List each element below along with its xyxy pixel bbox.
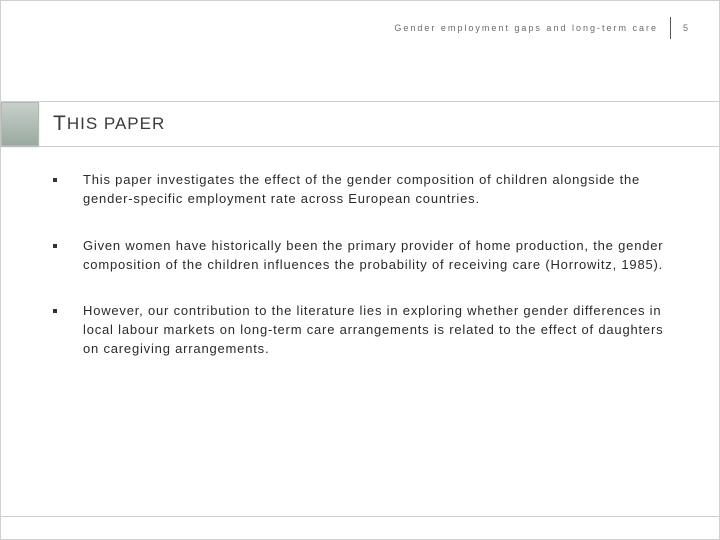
bullet-icon bbox=[53, 309, 57, 313]
slide-header: Gender employment gaps and long-term car… bbox=[394, 17, 689, 39]
slide-container: Gender employment gaps and long-term car… bbox=[0, 0, 720, 540]
footer-divider bbox=[1, 516, 719, 517]
section-title-rest: HIS PAPER bbox=[67, 114, 165, 134]
section-accent-block bbox=[1, 102, 39, 146]
bullet-list: This paper investigates the effect of th… bbox=[53, 171, 669, 387]
bullet-text: This paper investigates the effect of th… bbox=[83, 171, 669, 209]
bullet-text: However, our contribution to the literat… bbox=[83, 302, 669, 359]
list-item: This paper investigates the effect of th… bbox=[53, 171, 669, 209]
running-title: Gender employment gaps and long-term car… bbox=[394, 23, 658, 33]
bullet-icon bbox=[53, 244, 57, 248]
section-heading-bar: THIS PAPER bbox=[1, 101, 719, 147]
section-title: THIS PAPER bbox=[39, 102, 165, 146]
list-item: However, our contribution to the literat… bbox=[53, 302, 669, 359]
list-item: Given women have historically been the p… bbox=[53, 237, 669, 275]
page-number: 5 bbox=[683, 23, 689, 33]
bullet-text: Given women have historically been the p… bbox=[83, 237, 669, 275]
bullet-icon bbox=[53, 178, 57, 182]
header-divider bbox=[670, 17, 671, 39]
section-title-first-letter: T bbox=[53, 112, 67, 136]
